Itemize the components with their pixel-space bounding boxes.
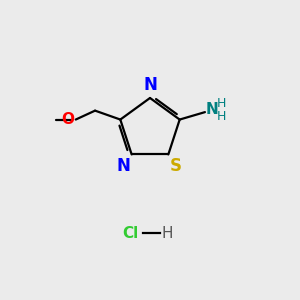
- Text: N: N: [116, 157, 130, 175]
- Text: H: H: [217, 110, 226, 123]
- Text: H: H: [217, 97, 226, 110]
- Text: H: H: [162, 226, 173, 241]
- Text: Cl: Cl: [122, 226, 138, 241]
- Text: N: N: [206, 102, 219, 117]
- Text: N: N: [143, 76, 157, 94]
- Text: O: O: [61, 112, 74, 127]
- Text: S: S: [170, 157, 182, 175]
